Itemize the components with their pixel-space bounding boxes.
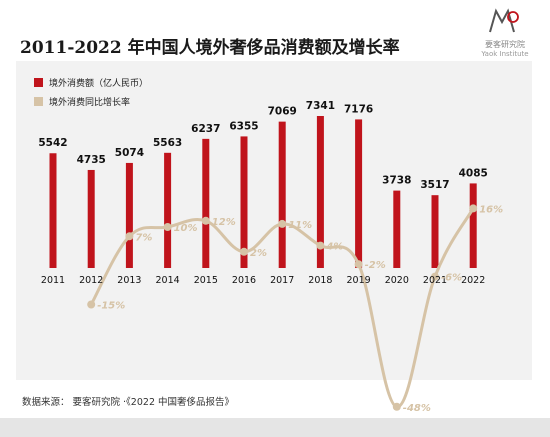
legend-item-bar: 境外消费额（亿人民币） [34, 76, 148, 89]
rate-point-2019 [354, 260, 363, 269]
x-tick-label: 2018 [308, 275, 332, 286]
x-tick-label: 2014 [156, 275, 180, 286]
rate-point-2021 [431, 272, 439, 281]
rate-point-2016 [240, 247, 248, 256]
x-tick-label: 2022 [461, 275, 485, 286]
rate-label: 2% [250, 248, 267, 259]
source-note: 数据来源： 要客研究院 ·《2022 中国奢侈品报告》 [22, 397, 235, 408]
bar-value-label: 5563 [153, 137, 182, 149]
x-tick-label: 2016 [232, 275, 256, 286]
bar-2015 [202, 138, 210, 268]
bar-2017 [278, 121, 286, 268]
bar-value-label: 7341 [306, 100, 335, 112]
bar-2019 [355, 119, 363, 268]
rate-label: 10% [174, 223, 198, 234]
rate-point-2018 [316, 241, 325, 250]
rate-label: 4% [325, 242, 343, 253]
bar-value-label: 4085 [459, 167, 488, 179]
bar-2011 [49, 153, 57, 268]
rate-label: 16% [479, 204, 503, 215]
x-tick-label: 2015 [194, 275, 218, 286]
rate-label: 12% [212, 217, 236, 228]
bar-value-label: 6237 [191, 123, 220, 135]
bar-2021 [431, 195, 439, 268]
rate-point-2022 [469, 204, 478, 213]
x-tick-label: 2013 [117, 275, 141, 286]
rate-label: -48% [403, 403, 431, 414]
rate-label: -2% [365, 260, 386, 271]
bar-2022 [469, 183, 477, 268]
legend-swatch-bar [34, 78, 43, 87]
rate-point-2015 [201, 216, 210, 225]
legend-label-bar: 境外消费额（亿人民币） [49, 79, 149, 89]
chart-title: 2011-2022 年中国人境外奢侈品消费额及增长率 [20, 38, 400, 58]
bar-value-label: 3517 [420, 179, 449, 191]
bar-2012 [87, 169, 95, 268]
logo: 要客研究院 Yaok Institute [470, 8, 540, 58]
bar-2020 [393, 190, 401, 268]
legend-label-line: 境外消费同比增长率 [49, 98, 131, 108]
bar-2014 [164, 152, 172, 268]
chart-panel [16, 61, 532, 380]
rate-point-2014 [163, 223, 172, 231]
x-tick-label: 2017 [270, 275, 294, 286]
bar-value-label: 7176 [344, 103, 373, 115]
x-tick-label: 2012 [79, 275, 103, 286]
bar-value-label: 4735 [77, 154, 106, 166]
rate-point-2012 [87, 300, 96, 309]
bar-2013 [125, 162, 133, 268]
bar-value-label: 5074 [115, 147, 144, 159]
legend-item-line: 境外消费同比增长率 [34, 95, 130, 108]
footer-bar [0, 418, 550, 437]
bar-value-label: 3738 [382, 175, 411, 187]
rate-point-2020 [392, 402, 401, 411]
bar-value-label: 7069 [268, 106, 297, 118]
logo-cn: 要客研究院 [485, 40, 525, 49]
logo-icon [489, 8, 519, 33]
rate-label: 7% [135, 232, 152, 243]
rate-label: -6% [441, 273, 462, 284]
x-tick-label: 2020 [385, 275, 409, 286]
legend-swatch-line [34, 97, 43, 106]
rate-point-2017 [278, 219, 287, 228]
growth-line [89, 207, 475, 409]
bar-value-label: 6355 [229, 120, 258, 132]
bar-2018 [316, 116, 324, 268]
logo-en: Yaok Institute [481, 50, 529, 58]
rate-label: 11% [288, 220, 312, 231]
rate-point-2013 [125, 232, 134, 241]
bar-value-label: 5542 [38, 137, 67, 149]
rate-label: -15% [97, 301, 125, 312]
x-tick-label: 2019 [347, 275, 371, 286]
x-tick-label: 2011 [41, 275, 65, 286]
bar-2016 [240, 136, 248, 268]
x-tick-label: 2021 [423, 275, 447, 286]
